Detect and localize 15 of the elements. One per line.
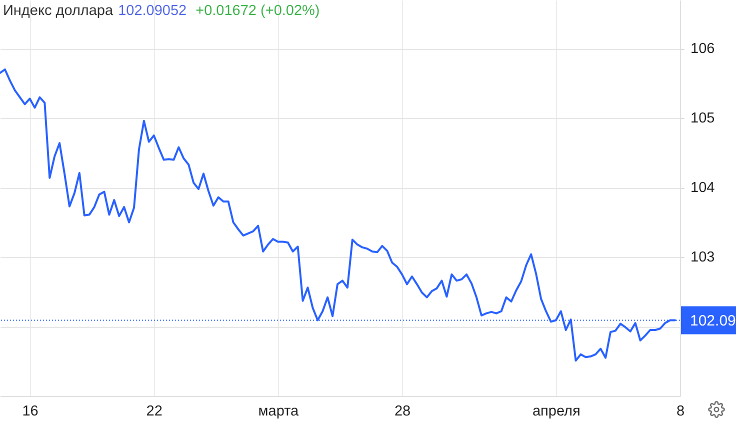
x-tick-label: марта	[258, 404, 300, 420]
x-tick-label: апреля	[532, 404, 580, 420]
x-tick-label: 16	[22, 404, 38, 420]
x-tick-label: 28	[394, 404, 411, 420]
ref-line-label: 102.09	[690, 312, 736, 330]
annotation: 102.09052	[118, 3, 187, 20]
x-tick-label: 22	[146, 404, 162, 420]
y-tick-label: 106	[690, 41, 715, 58]
y-tick-label: 104	[690, 180, 715, 196]
annotation: +0.01672 (+0.02%)	[196, 3, 320, 20]
y-tick-label: 103	[690, 250, 715, 266]
line-series	[0, 68, 676, 362]
y-tick-label: 105	[690, 110, 715, 127]
x-tick-label: 8	[676, 404, 685, 420]
chart-title: Индекс доллара	[3, 3, 114, 20]
